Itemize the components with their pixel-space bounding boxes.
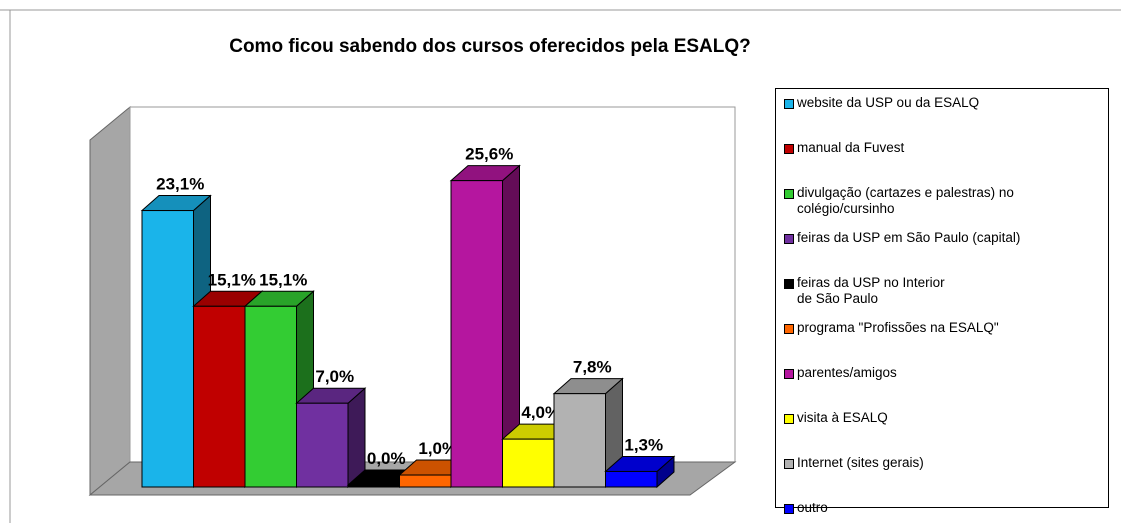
data-label: 7,8% (573, 358, 612, 377)
legend-item: outro (784, 500, 828, 516)
side-wall (89, 105, 131, 497)
bar (553, 393, 606, 488)
data-label: 25,6% (465, 145, 513, 164)
legend-item: parentes/amigos (784, 365, 897, 381)
legend-label: website da USP ou da ESALQ (797, 95, 980, 110)
bar (399, 474, 452, 488)
legend-label: divulgação (cartazes e palestras) no col… (797, 185, 1014, 216)
legend-item: manual da Fuvest (784, 140, 904, 156)
legend-label: feiras da USP no Interior de São Paulo (797, 275, 945, 306)
data-label: 1,0% (418, 439, 457, 458)
bar (193, 305, 246, 488)
bar (502, 438, 555, 488)
legend-item: feiras da USP em São Paulo (capital) (784, 230, 1020, 246)
legend-swatch (784, 279, 794, 289)
bar (347, 484, 400, 488)
legend-swatch (784, 234, 794, 244)
legend-item: divulgação (cartazes e palestras) no col… (784, 185, 1014, 217)
legend-item: feiras da USP no Interior de São Paulo (784, 275, 945, 307)
legend-label: manual da Fuvest (797, 140, 905, 155)
data-label: 4,0% (521, 403, 560, 422)
data-label: 1,3% (624, 435, 663, 454)
legend-label: programa "Profissões na ESALQ" (797, 320, 999, 335)
bar (141, 210, 194, 488)
legend-item: programa "Profissões na ESALQ" (784, 320, 999, 336)
legend-swatch (784, 99, 794, 109)
legend-label: feiras da USP em São Paulo (capital) (797, 230, 1021, 245)
bar (450, 180, 503, 488)
data-label: 7,0% (315, 367, 354, 386)
data-label: 23,1% (156, 175, 204, 194)
legend-item: website da USP ou da ESALQ (784, 95, 979, 111)
legend-swatch (784, 324, 794, 334)
legend-swatch (784, 414, 794, 424)
bar (605, 470, 658, 488)
legend-label: Internet (sites gerais) (797, 455, 924, 470)
legend-swatch (784, 459, 794, 469)
legend-label: visita à ESALQ (797, 410, 888, 425)
legend-swatch (784, 369, 794, 379)
data-label: 15,1% (259, 270, 307, 289)
legend: website da USP ou da ESALQ manual da Fuve… (775, 88, 1109, 515)
legend-swatch (784, 504, 794, 514)
data-label: 0,0% (367, 449, 406, 468)
chart-title: Como ficou sabendo dos cursos oferecidos… (229, 36, 751, 57)
legend-label: outro (797, 500, 828, 515)
legend-item: Internet (sites gerais) (784, 455, 924, 471)
data-label: 15,1% (208, 270, 256, 289)
legend-swatch (784, 144, 794, 154)
bar (244, 305, 297, 488)
legend-label: parentes/amigos (797, 365, 897, 380)
legend-item: visita à ESALQ (784, 410, 888, 426)
bar (296, 402, 349, 488)
legend-swatch (784, 189, 794, 199)
